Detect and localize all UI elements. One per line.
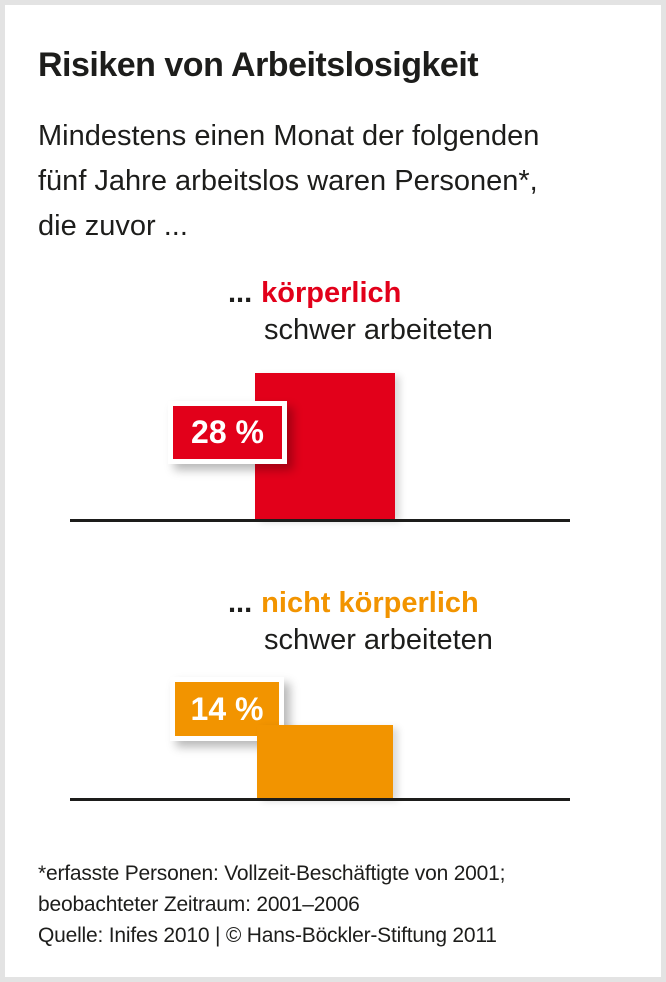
axis-baseline (70, 798, 570, 801)
chart-subtitle: Mindestens einen Monat der folgenden fün… (38, 114, 539, 249)
category-label-nicht-koerperlich: ... nicht körperlich (228, 587, 479, 620)
category-label-rest: schwer arbeiteten (264, 314, 493, 346)
ellipsis-prefix: ... (228, 277, 253, 309)
category-keyword: nicht körperlich (261, 587, 479, 619)
category-label-koerperlich: ... körperlich (228, 277, 401, 310)
value-label: 28 % (191, 414, 264, 450)
subtitle-line-2: fünf Jahre arbeitslos waren Personen*, (38, 165, 538, 197)
value-label: 14 % (190, 690, 264, 727)
footnote-source: *erfasste Personen: Vollzeit-Beschäftigt… (38, 858, 505, 951)
subtitle-line-1: Mindestens einen Monat der folgenden (38, 120, 540, 152)
value-badge-koerperlich: 28 % (168, 401, 287, 464)
source-line: Quelle: Inifes 2010 | © Hans-Böckler-Sti… (38, 924, 497, 947)
category-label-rest: schwer arbeiteten (264, 624, 493, 656)
ellipsis-prefix: ... (228, 587, 253, 619)
footnote-line-1: *erfasste Personen: Vollzeit-Beschäftigt… (38, 862, 506, 885)
page-title: Risiken von Arbeitslosigkeit (38, 46, 479, 84)
footnote-line-2: beobachteter Zeitraum: 2001–2006 (38, 893, 360, 916)
value-badge-nicht-koerperlich: 14 % (170, 677, 284, 741)
subtitle-line-3: die zuvor ... (38, 210, 188, 242)
category-keyword: körperlich (261, 277, 402, 309)
bar-nicht-koerperlich (257, 725, 393, 798)
axis-baseline (70, 519, 570, 522)
